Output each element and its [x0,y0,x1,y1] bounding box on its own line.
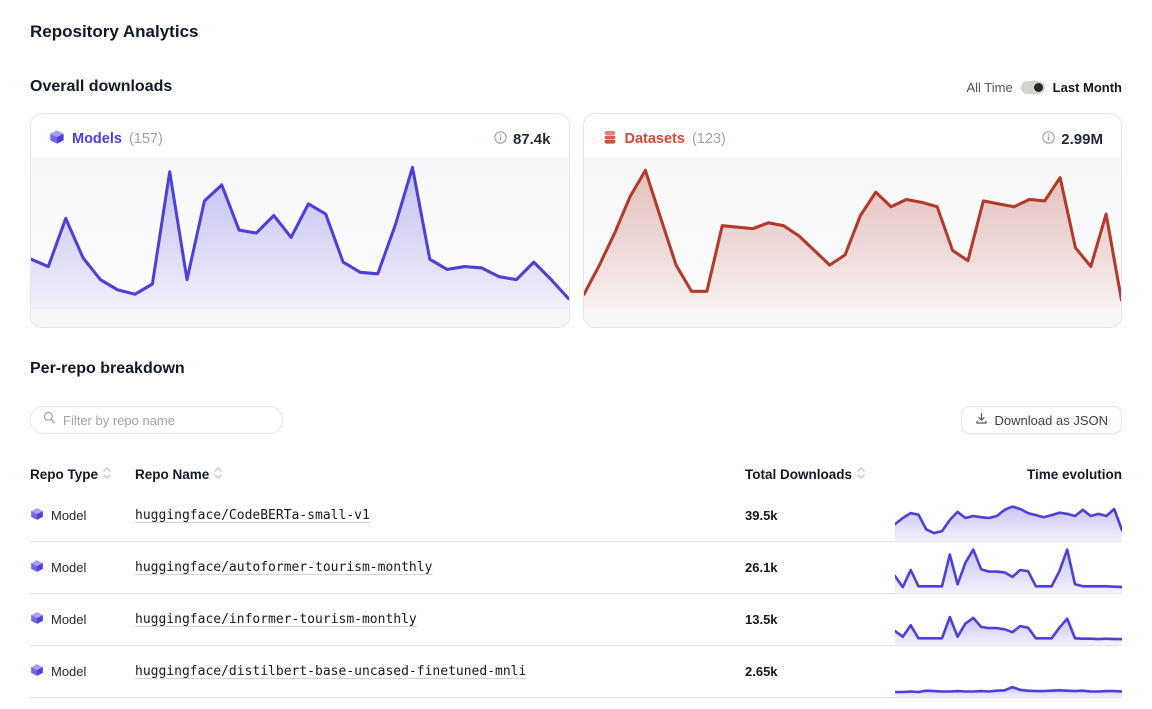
toggle-knob [1033,82,1043,92]
total-downloads-value: 2.65k [745,664,778,679]
repo-name-link[interactable]: huggingface/autoformer-tourism-monthly [135,560,433,575]
model-cube-icon [30,507,44,524]
models-total-value: 87.4k [512,130,551,148]
table-row: Model huggingface/autoformer-tourism-mon… [30,542,1122,594]
datasets-count: (123) [691,131,726,147]
toggle-label-last-month[interactable]: Last Month [1052,79,1122,95]
repo-name-link[interactable]: huggingface/informer-tourism-monthly [135,612,417,627]
datasets-total-value: 2.99M [1061,130,1103,148]
model-cube-icon [30,559,44,576]
download-json-button[interactable]: Download as JSON [960,406,1122,434]
overall-downloads-heading: Overall downloads [30,78,173,95]
info-icon [1042,130,1056,148]
sparkline-chart [895,547,1122,593]
toggle-label-all-time[interactable]: All Time [966,79,1013,95]
per-repo-breakdown-heading: Per-repo breakdown [30,360,185,377]
sort-icon [214,466,223,483]
repo-type-label: Model [51,612,87,627]
datasets-card: Datasets (123) 2.99M [582,113,1122,328]
total-downloads-value: 39.5k [745,508,778,523]
time-range-toggle[interactable]: All Time Last Month [966,80,1122,95]
sparkline-chart [895,495,1122,541]
sparkline-chart [895,651,1122,697]
dataset-db-icon [602,129,618,149]
models-chart-axis-strip [31,309,569,327]
models-label[interactable]: Models [72,131,122,147]
repo-filter[interactable] [30,406,283,434]
model-cube-icon [49,129,65,149]
info-icon [494,130,507,148]
sort-icon [103,466,111,483]
repo-name-link[interactable]: huggingface/CodeBERTa-small-v1 [135,508,370,523]
datasets-chart-axis-strip [583,309,1121,327]
download-button-label: Download as JSON [994,412,1108,428]
model-cube-icon [30,611,44,628]
repo-type-label: Model [51,560,87,575]
model-cube-icon [30,663,44,680]
col-header-time-evolution: Time evolution [1026,466,1122,482]
col-header-repo-name[interactable]: Repo Name [135,466,745,483]
repo-filter-input[interactable] [63,412,270,428]
repo-type-label: Model [51,508,87,523]
toggle-switch[interactable] [1020,80,1045,94]
table-row: Model huggingface/distilbert-base-uncase… [30,646,1122,698]
models-count: (157) [128,131,163,147]
per-repo-table: Repo Type Repo Name Total Downloads Time… [30,458,1122,698]
table-row: Model huggingface/CodeBERTa-small-v1 39.… [30,490,1122,542]
sparkline-chart [895,599,1122,645]
models-chart [31,157,569,309]
sort-icon [857,466,865,483]
datasets-label[interactable]: Datasets [624,131,685,147]
col-header-repo-type[interactable]: Repo Type [30,466,135,483]
datasets-chart [583,157,1121,309]
col-header-total-downloads[interactable]: Total Downloads [745,466,895,483]
search-icon [43,411,56,429]
page-title: Repository Analytics [30,22,199,41]
table-row: Model huggingface/informer-tourism-month… [30,594,1122,646]
repo-type-label: Model [51,664,87,679]
download-icon [975,412,988,428]
total-downloads-value: 26.1k [745,560,778,575]
total-downloads-value: 13.5k [745,612,778,627]
repo-name-link[interactable]: huggingface/distilbert-base-uncased-fine… [135,664,527,679]
models-card: Models (157) 87.4k [30,113,570,328]
